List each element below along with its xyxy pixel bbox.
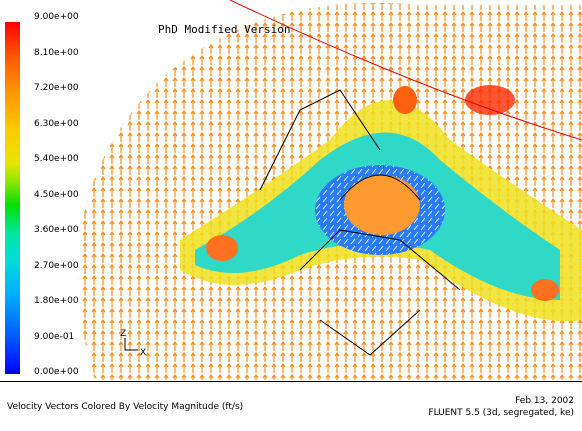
- top-core: [393, 86, 417, 114]
- date: Feb 13, 2002: [515, 396, 574, 406]
- colorbar-label: 5.40e+00: [34, 154, 79, 164]
- watermark: PhD Modified Version: [158, 23, 290, 36]
- center-core: [344, 175, 420, 235]
- colorbar-label: 2.70e+00: [34, 260, 79, 271]
- colorbar-label: 7.20e+00: [34, 83, 79, 93]
- right-core: [531, 279, 559, 301]
- axis-z: Z: [120, 329, 126, 339]
- colorbar-label: 9.00e-01: [34, 331, 75, 342]
- footer: Velocity Vectors Colored By Velocity Mag…: [0, 381, 582, 431]
- caption: Velocity Vectors Colored By Velocity Mag…: [7, 402, 244, 412]
- colorbar-label: 0.00e+00: [34, 367, 79, 377]
- colorbar-label: 8.10e+00: [34, 47, 79, 58]
- left-core: [206, 235, 238, 261]
- colorbar-label: 6.30e+00: [34, 118, 79, 129]
- colorbar-label: 3.60e+00: [34, 225, 79, 235]
- vector-field: PhD Modified Version Z X: [77, 0, 582, 380]
- colorbar-label: 4.50e+00: [34, 189, 79, 200]
- axis-triad: [124, 338, 138, 351]
- colorbar-label: 9.00e+00: [34, 12, 79, 22]
- axis-x: X: [140, 348, 146, 358]
- colorbar-label: 1.80e+00: [34, 296, 79, 306]
- footer-info: Feb 13, 2002 FLUENT 5.5 (3d, segregated,…: [428, 395, 574, 419]
- red-line: [229, 0, 582, 141]
- version: FLUENT 5.5 (3d, segregated, ke): [428, 408, 574, 418]
- hot-spot: [465, 85, 515, 115]
- outline-curves: [259, 89, 461, 356]
- colorbar: [5, 22, 20, 374]
